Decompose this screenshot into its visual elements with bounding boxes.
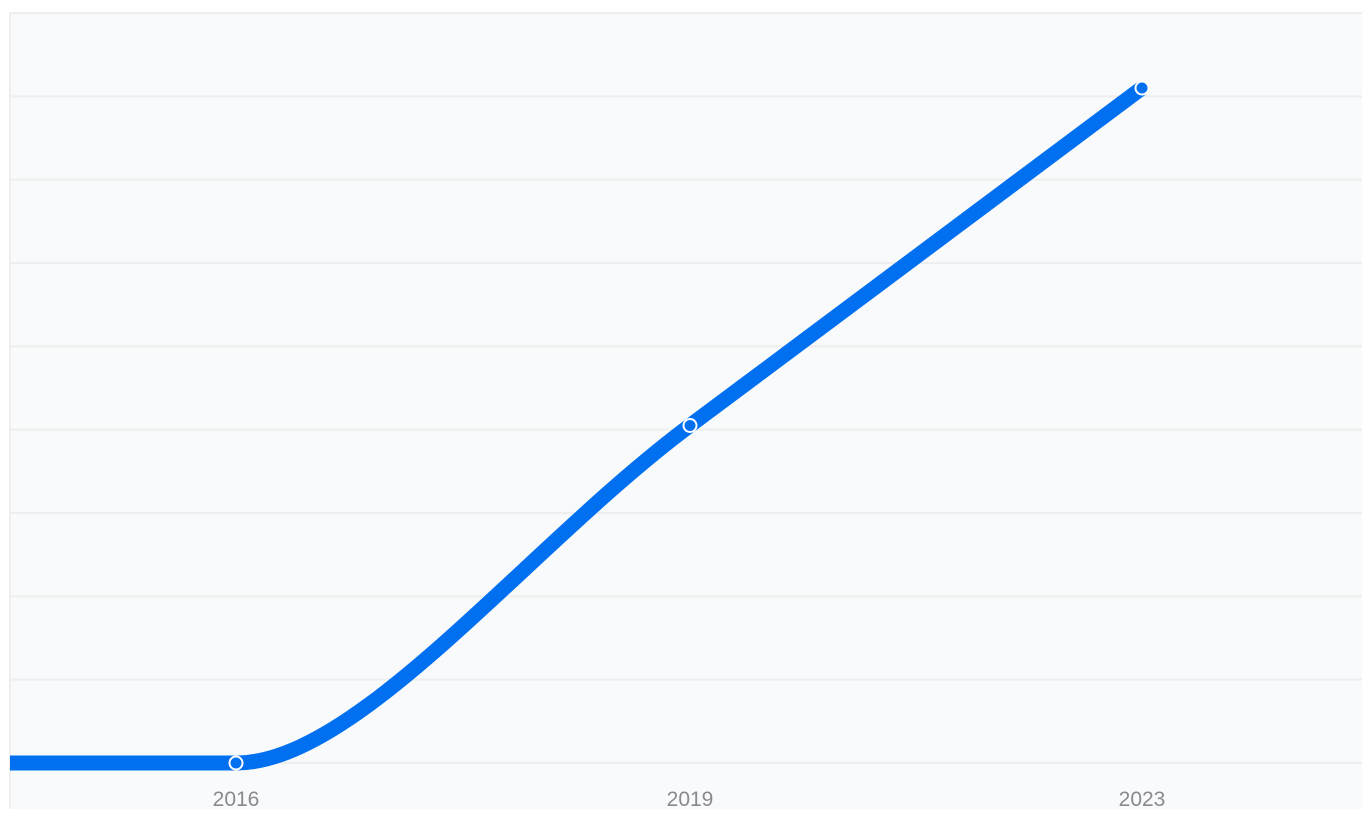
x-tick-label: 2023 — [1119, 788, 1166, 809]
x-tick-label: 2019 — [667, 788, 714, 809]
series-line — [10, 81, 1147, 771]
points-layer — [228, 80, 1150, 771]
data-point[interactable] — [1134, 80, 1150, 96]
data-point[interactable] — [682, 418, 698, 433]
x-axis-ticks: 2016 2019 2023 — [213, 788, 1166, 811]
data-point[interactable] — [228, 755, 244, 771]
series-layer — [10, 81, 1147, 771]
plot-background — [10, 13, 1362, 809]
x-tick-label: 2016 — [213, 788, 260, 809]
